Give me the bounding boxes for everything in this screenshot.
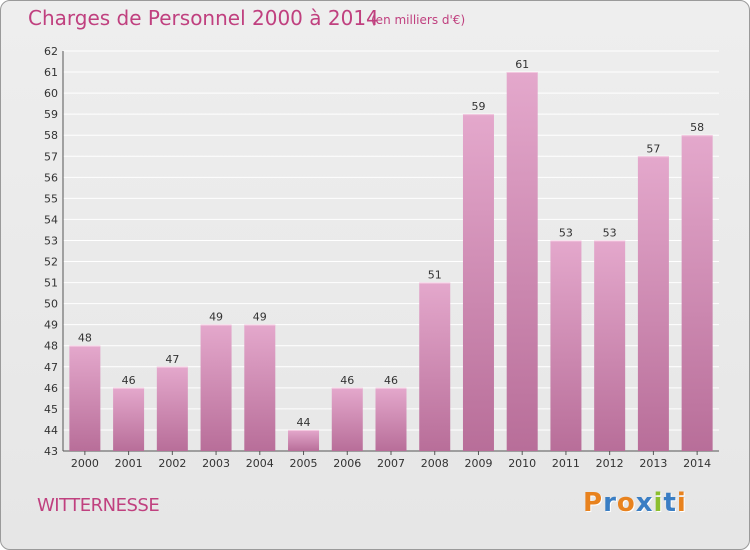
bar xyxy=(69,345,101,451)
data-label: 44 xyxy=(297,416,311,429)
x-tick-label: 2002 xyxy=(158,457,186,470)
y-tick-label: 46 xyxy=(44,382,58,395)
y-tick-label: 62 xyxy=(44,45,58,58)
data-label: 49 xyxy=(253,311,267,324)
bar xyxy=(244,324,276,451)
data-label: 48 xyxy=(78,332,92,345)
y-tick-label: 50 xyxy=(44,298,58,311)
y-tick-label: 57 xyxy=(44,150,58,163)
x-tick-label: 2004 xyxy=(246,457,274,470)
y-tick-label: 47 xyxy=(44,361,58,374)
x-tick-label: 2003 xyxy=(202,457,230,470)
brand-letter: P xyxy=(583,488,604,518)
y-tick-label: 44 xyxy=(44,424,58,437)
bar xyxy=(594,240,626,451)
bar xyxy=(331,387,363,451)
bar xyxy=(156,366,188,451)
data-label: 58 xyxy=(690,121,704,134)
bar xyxy=(506,72,538,451)
brand-logo: Proxiti xyxy=(583,488,687,518)
data-label: 61 xyxy=(515,58,529,71)
bar xyxy=(637,156,669,451)
x-tick-label: 2010 xyxy=(508,457,536,470)
x-tick-label: 2011 xyxy=(552,457,580,470)
chart-subtitle: (en milliers d'€) xyxy=(371,13,466,27)
chart-title: Charges de Personnel 2000 à 2014 xyxy=(28,6,379,30)
data-label: 47 xyxy=(165,353,179,366)
x-tick-label: 2001 xyxy=(115,457,143,470)
y-tick-label: 53 xyxy=(44,234,58,247)
y-tick-label: 48 xyxy=(44,340,58,353)
x-tick-label: 2014 xyxy=(683,457,711,470)
brand-letter: i xyxy=(676,488,687,518)
y-tick-label: 60 xyxy=(44,87,58,100)
y-tick-label: 54 xyxy=(44,213,58,226)
x-tick-label: 2008 xyxy=(421,457,449,470)
data-label: 46 xyxy=(340,374,354,387)
data-label: 53 xyxy=(559,226,573,239)
brand-letter: x xyxy=(635,488,654,518)
bar xyxy=(375,387,407,451)
x-tick-label: 2009 xyxy=(464,457,492,470)
bar xyxy=(462,114,494,451)
brand-letter: t xyxy=(663,488,677,518)
x-tick-label: 2006 xyxy=(333,457,361,470)
bar xyxy=(419,282,451,451)
x-tick-label: 2005 xyxy=(290,457,318,470)
x-tick-label: 2007 xyxy=(377,457,405,470)
bar xyxy=(200,324,232,451)
y-tick-label: 52 xyxy=(44,256,58,269)
y-tick-label: 56 xyxy=(44,171,58,184)
x-tick-label: 2012 xyxy=(596,457,624,470)
data-label: 53 xyxy=(603,226,617,239)
y-tick-label: 49 xyxy=(44,319,58,332)
y-tick-label: 61 xyxy=(44,66,58,79)
y-tick-label: 58 xyxy=(44,129,58,142)
y-tick-label: 55 xyxy=(44,192,58,205)
bar xyxy=(113,387,145,451)
place-name: WITTERNESSE xyxy=(37,495,160,516)
y-tick-label: 59 xyxy=(44,108,58,121)
brand-letter: o xyxy=(616,488,636,518)
data-label: 49 xyxy=(209,311,223,324)
y-tick-label: 45 xyxy=(44,403,58,416)
data-label: 57 xyxy=(646,142,660,155)
x-tick-label: 2000 xyxy=(71,457,99,470)
y-tick-label: 51 xyxy=(44,277,58,290)
bar xyxy=(288,429,320,451)
y-tick-label: 43 xyxy=(44,445,58,458)
brand-letter: i xyxy=(653,488,664,518)
x-tick-label: 2013 xyxy=(639,457,667,470)
data-label: 46 xyxy=(384,374,398,387)
data-label: 59 xyxy=(471,100,485,113)
bar xyxy=(550,240,582,451)
data-label: 51 xyxy=(428,269,442,282)
brand-letter: r xyxy=(603,488,617,518)
data-label: 46 xyxy=(122,374,136,387)
bar xyxy=(681,135,713,452)
